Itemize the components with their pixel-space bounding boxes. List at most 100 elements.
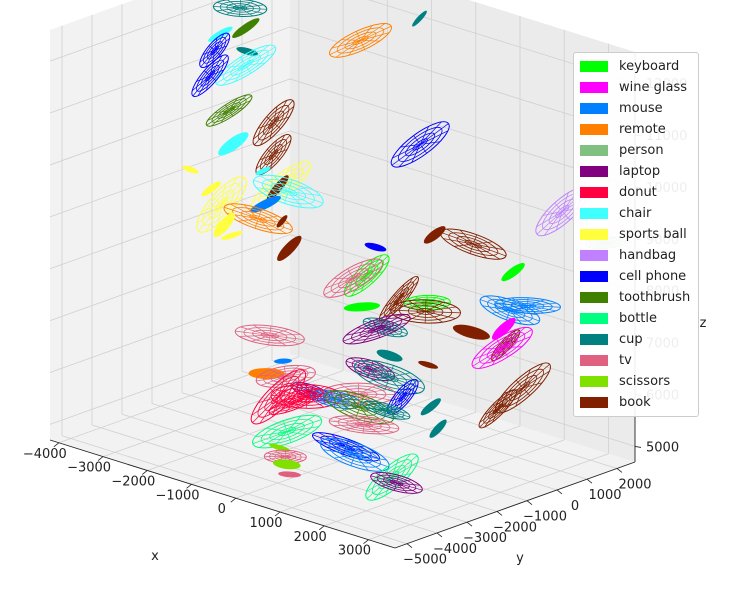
x-tick-mark: [97, 456, 104, 461]
y-tick-mark: [436, 532, 443, 538]
legend-label: scissors: [619, 374, 671, 389]
data-point-donut: [268, 388, 324, 415]
data-point-wine-glass: [491, 317, 516, 340]
legend-swatch: [580, 313, 608, 324]
data-point-remote: [329, 23, 392, 58]
legend-entry-donut: donut: [580, 182, 698, 203]
data-point-chair: [218, 132, 249, 156]
y-tick-mark: [526, 500, 533, 506]
y-tick-label: −2000: [493, 520, 537, 535]
floor-pane: [50, 354, 635, 548]
x-tick-label: 0: [218, 502, 226, 517]
legend-entry-book: book: [580, 392, 698, 413]
x-axis-label: x: [151, 549, 159, 564]
y-tick-mark: [586, 478, 593, 484]
data-point-cell-phone: [390, 121, 450, 168]
data-point-chair: [208, 26, 233, 42]
legend-entry-cup: cup: [580, 329, 698, 350]
legend-swatch: [580, 334, 608, 345]
data-point-sports-ball: [221, 231, 243, 240]
x-tick-label: 2000: [294, 530, 327, 545]
grid-x: [368, 453, 609, 541]
data-point-bottle: [252, 414, 323, 449]
z-tick-mark: [634, 446, 642, 448]
legend-swatch: [580, 250, 608, 261]
legend-label: toothbrush: [619, 290, 691, 305]
legend: keyboard wine glass mouse remote person lapto…: [573, 52, 699, 417]
x-tick-label: 3000: [338, 544, 371, 559]
grid-y: [271, 360, 618, 469]
legend-label: laptop: [619, 164, 661, 179]
data-point-mouse: [274, 358, 292, 364]
data-point-sports-ball: [182, 165, 199, 174]
x-tick-mark: [274, 511, 281, 517]
legend-entry-keyboard: keyboard: [580, 56, 698, 77]
data-marks: [182, 0, 626, 501]
data-point-laptop: [370, 471, 423, 494]
grid-z: [49, 78, 291, 166]
legend-swatch: [580, 355, 608, 366]
legend-swatch: [580, 397, 608, 408]
y-tick-label: 1000: [588, 488, 621, 503]
data-point-scissors: [272, 459, 301, 470]
x-tick-label: 1000: [249, 516, 282, 531]
legend-entry-wine-glass: wine glass: [580, 77, 698, 98]
data-point-laptop: [342, 313, 411, 345]
z-axis-label: z: [700, 316, 707, 331]
grid-y: [61, 435, 408, 545]
grid-y: [91, 424, 438, 534]
grid-z: [49, 286, 291, 373]
grid-z: [49, 182, 291, 270]
legend-label: book: [619, 395, 651, 410]
legend-entry-laptop: laptop: [580, 161, 698, 182]
legend-label: cup: [619, 332, 643, 347]
x-tick-label: −4000: [23, 447, 67, 462]
data-point-book: [252, 99, 295, 147]
data-point-mouse: [249, 195, 281, 213]
y-tick-label: −3000: [463, 531, 507, 546]
y-tick-mark: [406, 543, 413, 549]
y-tick-mark: [466, 521, 473, 527]
data-point-book: [439, 228, 507, 260]
data-point-wine-glass: [471, 326, 533, 369]
legend-entry-remote: remote: [580, 119, 698, 140]
y-tick-label: 0: [571, 499, 579, 514]
x-tick-mark: [363, 539, 369, 545]
data-point-book: [423, 226, 446, 244]
data-point-cup: [420, 398, 441, 416]
legend-label: remote: [619, 122, 666, 137]
legend-swatch: [580, 145, 608, 156]
x-tick-mark: [318, 525, 325, 531]
legend-entry-handbag: handbag: [580, 245, 698, 266]
data-point-cup: [412, 10, 427, 27]
grid-x: [324, 439, 565, 527]
legend-entry-sports-ball: sports ball: [580, 224, 698, 245]
grid-z: [49, 26, 291, 114]
data-point-tv: [234, 324, 305, 347]
x-tick-mark: [230, 497, 237, 503]
legend-label: cell phone: [619, 269, 687, 284]
data-point-chair: [215, 44, 277, 86]
data-point-tv: [278, 471, 302, 478]
legend-swatch: [580, 166, 608, 177]
data-point-cell-phone: [191, 54, 229, 97]
data-point-chair: [255, 166, 271, 176]
legend-swatch: [580, 103, 608, 114]
x-tick-label: −3000: [67, 461, 111, 476]
data-point-book: [418, 360, 439, 369]
legend-entry-bottle: bottle: [580, 308, 698, 329]
data-point-toothbrush: [205, 94, 253, 127]
grid-y: [211, 381, 558, 491]
y-tick-mark: [556, 489, 563, 495]
legend-label: donut: [619, 185, 657, 200]
grid-z: [289, 338, 636, 447]
legend-label: chair: [619, 206, 652, 221]
legend-swatch: [580, 376, 608, 387]
data-point-cup: [362, 400, 411, 420]
legend-entry-tv: tv: [580, 350, 698, 371]
legend-label: keyboard: [619, 59, 680, 74]
data-point-sports-ball: [213, 212, 236, 238]
y-tick-label: −4000: [433, 542, 477, 557]
legend-label: mouse: [619, 101, 663, 116]
legend-swatch: [580, 187, 608, 198]
